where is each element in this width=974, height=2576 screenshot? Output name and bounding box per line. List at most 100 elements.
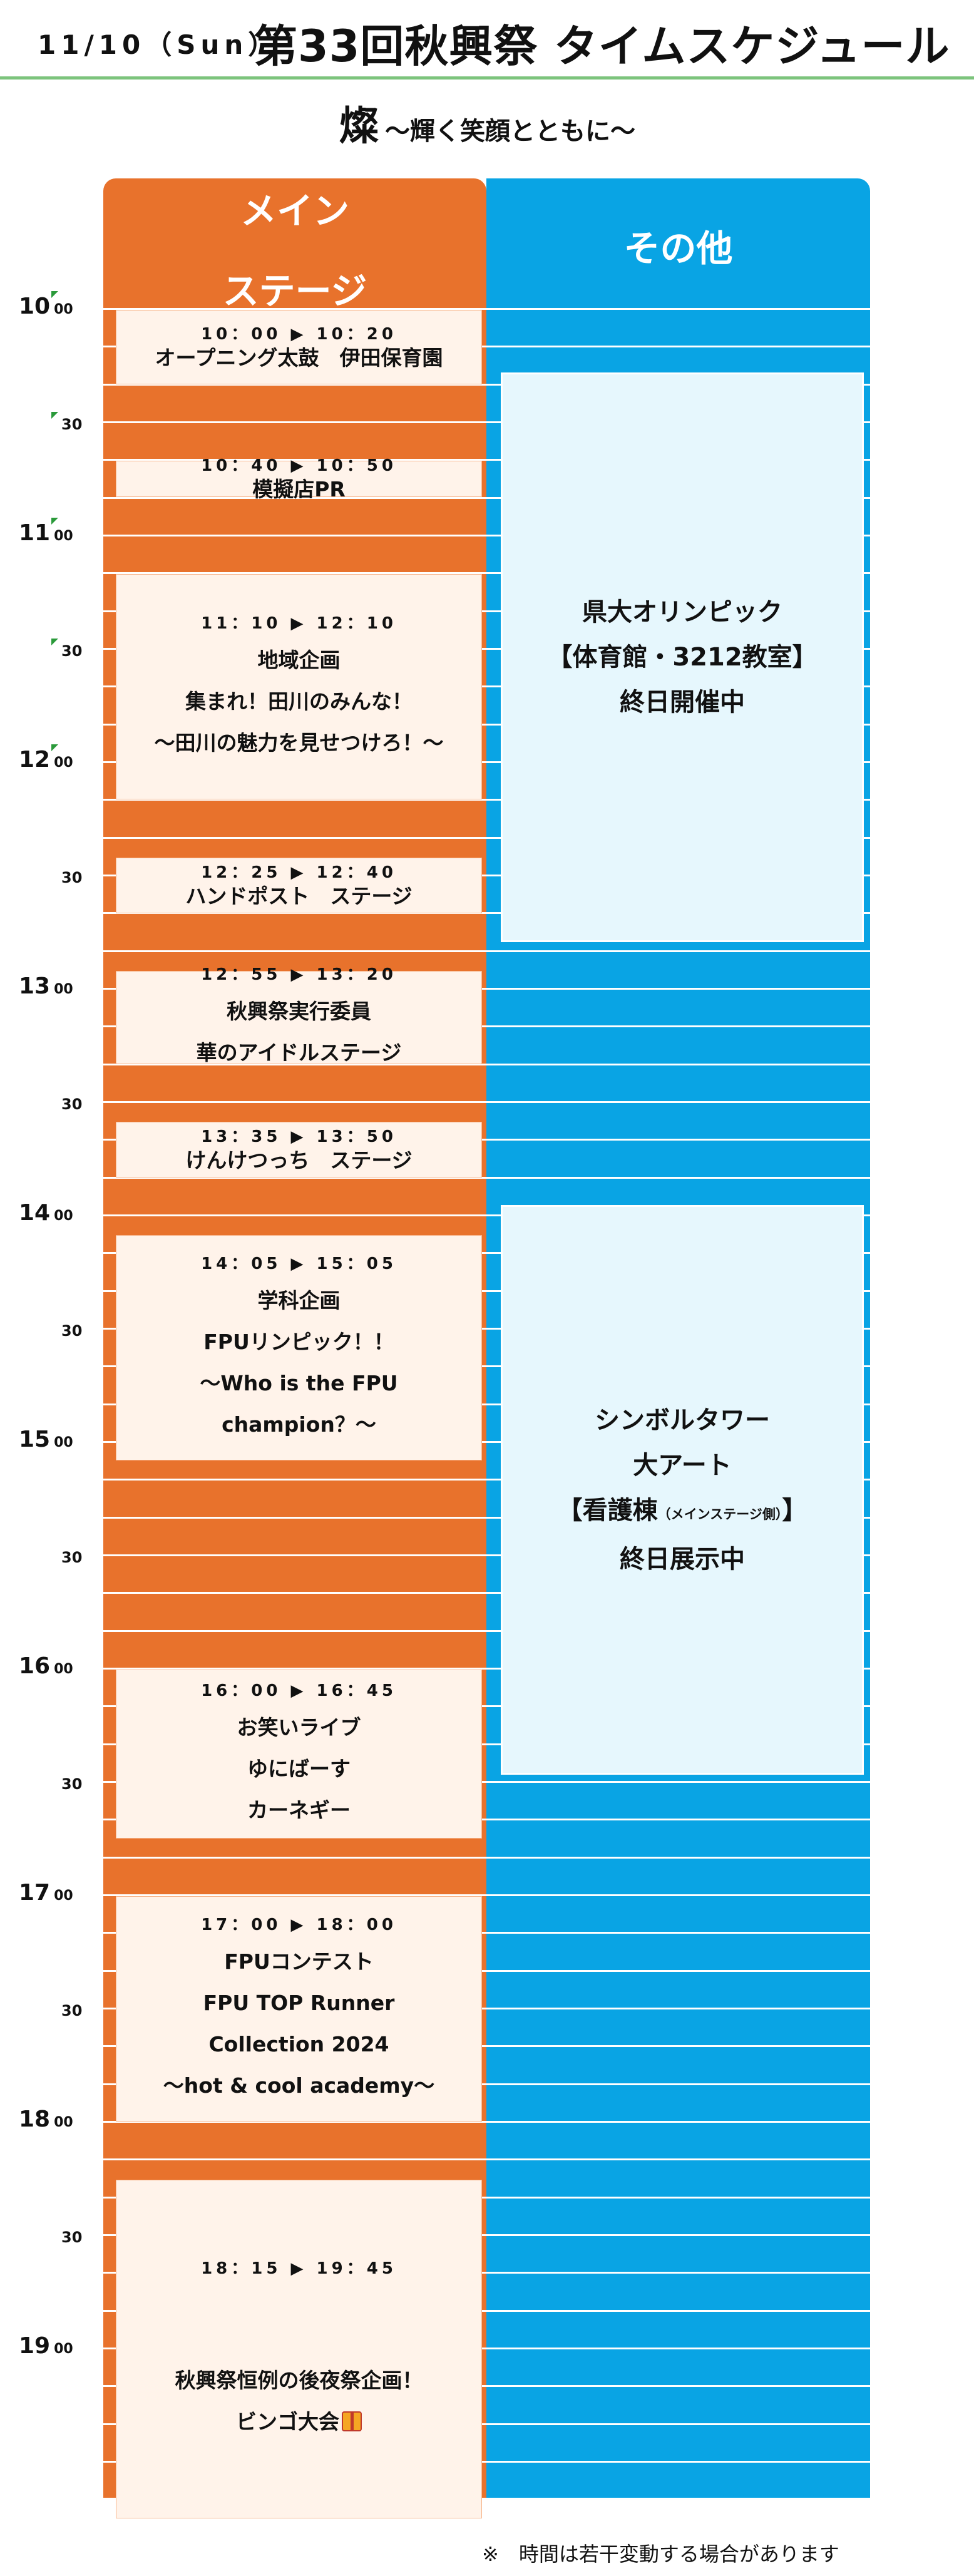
- grid-line: [103, 1214, 870, 1216]
- minute-number: 00: [54, 1661, 73, 1677]
- event-lines: けんけつっち ステージ: [116, 1147, 481, 1174]
- event-line: FPUコンテスト: [116, 1941, 481, 1983]
- event-lines: 模擬店PR: [116, 476, 481, 503]
- header-date: 11/10（Sun）: [38, 29, 280, 60]
- minute-number: 00: [54, 528, 73, 544]
- grid-line: [103, 1252, 870, 1254]
- other-event-line: シンボルタワー: [595, 1406, 770, 1435]
- grid-line: [103, 459, 870, 461]
- main-stage-event: 10：40 ▶ 10：50 模擬店PR: [116, 456, 482, 501]
- event-time: 18：15 ▶ 19：45: [201, 2259, 397, 2278]
- gift-icon: [342, 2411, 362, 2431]
- event-line: Collection 2024: [116, 2024, 481, 2065]
- grid-line: [103, 1328, 870, 1330]
- hour-number: 10: [19, 294, 51, 319]
- event-time: 16：00 ▶ 16：45: [201, 1681, 397, 1700]
- grid-line: [103, 2574, 870, 2576]
- main-stage-event: 18：15 ▶ 19：45 秋興祭恒例の後夜祭企画！ ビンゴ大会: [116, 2180, 482, 2518]
- grid-line: [103, 648, 870, 650]
- minute-number: 00: [54, 2341, 73, 2357]
- hour-number: 12: [19, 747, 51, 772]
- event-lines: 秋興祭恒例の後夜祭企画！ ビンゴ大会: [116, 2360, 481, 2443]
- corner-marker-icon: [51, 744, 58, 751]
- page-title: 第33回秋興祭 タイムスケジュール: [254, 21, 950, 72]
- grid-line: [103, 1403, 870, 1405]
- other-event-line: 終日開催中: [620, 688, 745, 717]
- grid-line: [103, 799, 870, 801]
- half-hour-label: 30: [61, 1322, 83, 1340]
- grid-line: [103, 346, 870, 347]
- minute-number: 00: [54, 302, 73, 317]
- event-line-text: 地域企画: [257, 647, 341, 672]
- event-line: 地域企画: [116, 640, 481, 681]
- event-time: 13：35 ▶ 13：50: [201, 1127, 397, 1146]
- event-line: ハンドポスト ステージ: [116, 883, 481, 910]
- other-event-symbol-tower: シンボルタワー 大アート 【看護棟（メインステージ側）】 終日展示中: [501, 1205, 864, 1775]
- corner-marker-icon: [51, 518, 58, 525]
- event-line: champion？～: [116, 1404, 481, 1445]
- grid-line: [103, 950, 870, 952]
- grid-line: [103, 2310, 870, 2312]
- grid-line: [103, 1025, 870, 1027]
- corner-marker-icon: [51, 412, 58, 419]
- grid-line: [103, 2008, 870, 2009]
- grid-line: [103, 497, 870, 499]
- hour-number: 16: [19, 1653, 51, 1679]
- event-line: 模擬店PR: [116, 476, 481, 503]
- minute-number: 00: [54, 2115, 73, 2130]
- hour-number: 18: [19, 2106, 51, 2132]
- hour-number: 14: [19, 1200, 51, 1226]
- minute-number: 00: [54, 1208, 73, 1224]
- half-hour-label: 30: [61, 869, 83, 886]
- event-line-text: ～hot & cool academy～: [163, 2073, 435, 2098]
- other-column-header: その他: [623, 227, 733, 270]
- grid-line: [103, 1592, 870, 1594]
- grid-line: [103, 837, 870, 839]
- event-line-text: 学科企画: [257, 1288, 341, 1313]
- half-hour-label: 30: [61, 1775, 83, 1793]
- grid-line: [103, 610, 870, 612]
- event-lines: ハンドポスト ステージ: [116, 883, 481, 910]
- other-event-line: 【体育館・3212教室】: [547, 643, 818, 672]
- hour-number: 13: [19, 973, 51, 999]
- event-line-text: お笑いライブ: [237, 1715, 361, 1740]
- event-line-text: オープニング太鼓 伊田保育園: [155, 345, 443, 370]
- event-line-text: 華のアイドルステージ: [196, 1040, 402, 1065]
- event-line: オープニング太鼓 伊田保育園: [116, 345, 481, 371]
- event-line-text: Collection 2024: [208, 2031, 389, 2056]
- minute-number: 00: [54, 755, 73, 771]
- other-event-line: 大アート: [633, 1451, 732, 1480]
- main-stage-event: 11：10 ▶ 12：10 地域企画 集まれ！田川のみんな！ ～田川の魅力を見せつけろ…: [116, 574, 482, 799]
- grid-line: [103, 1743, 870, 1745]
- grid-line: [103, 761, 870, 763]
- grid-line: [103, 1819, 870, 1820]
- other-event-line: 【看護棟（メインステージ側）】: [558, 1488, 807, 1537]
- theme-subtitle: ～輝く笑顔とともに～: [385, 116, 635, 146]
- event-line-text: カーネギー: [247, 1797, 351, 1822]
- event-line: ゆにばーす: [116, 1748, 481, 1790]
- hour-label: 16 00: [19, 1653, 73, 1679]
- main-stage-event: 14：05 ▶ 15：05 学科企画 FPUリンピック！！ ～Who is the F…: [116, 1235, 482, 1460]
- half-hour-label: 30: [61, 2229, 83, 2246]
- grid-line: [103, 572, 870, 574]
- event-time: 12：55 ▶ 13：20: [201, 965, 397, 984]
- event-lines: FPUコンテスト FPU TOP Runner Collection 2024 ～ho…: [116, 1941, 481, 2106]
- grid-line: [103, 2272, 870, 2274]
- event-line-text: FPUリンピック！！: [203, 1329, 394, 1354]
- half-hour-label: 30: [61, 642, 83, 660]
- event-line: 秋興祭恒例の後夜祭企画！: [116, 2360, 481, 2401]
- other-event-line-part: 【看護棟: [557, 1496, 658, 1525]
- grid-line: [103, 724, 870, 726]
- event-line: お笑いライブ: [116, 1707, 481, 1748]
- event-line: 学科企画: [116, 1280, 481, 1321]
- hour-number: 19: [19, 2333, 51, 2359]
- event-lines: 地域企画 集まれ！田川のみんな！ ～田川の魅力を見せつけろ！～: [116, 640, 481, 764]
- event-line-text: ゆにばーす: [247, 1756, 351, 1781]
- theme-line: 燦～輝く笑顔とともに～: [0, 94, 974, 151]
- grid-line: [103, 1101, 870, 1103]
- grid-line: [103, 2121, 870, 2123]
- event-line-text: ビンゴ大会: [236, 2409, 339, 2434]
- hour-label: 11 00: [19, 520, 73, 546]
- grid-line: [103, 1781, 870, 1783]
- grid-line: [103, 2197, 870, 2199]
